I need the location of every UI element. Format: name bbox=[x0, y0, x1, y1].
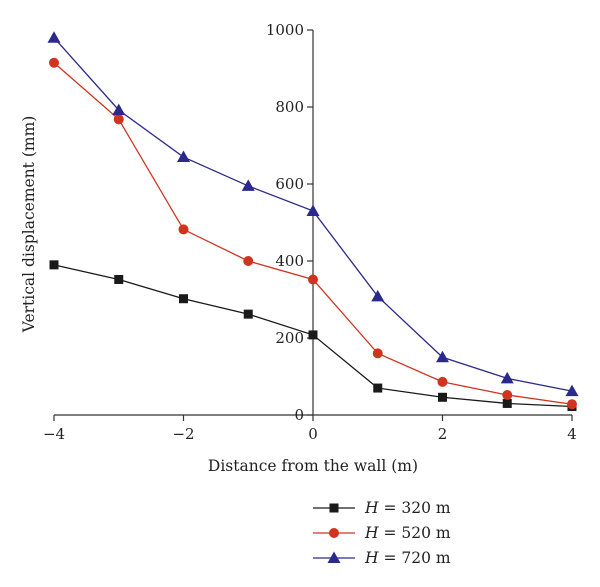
data-point-h520 bbox=[49, 57, 59, 68]
legend: H = 320 m H = 520 m H = 720 m bbox=[313, 499, 451, 567]
data-point-h520 bbox=[308, 274, 318, 285]
data-point-h520 bbox=[113, 114, 124, 125]
legend-marker bbox=[329, 503, 339, 513]
data-point-h520 bbox=[372, 348, 383, 359]
data-point-h720 bbox=[565, 384, 579, 397]
data-point-h520 bbox=[178, 224, 189, 235]
x-tick-label: 4 bbox=[567, 425, 577, 443]
data-point-h320 bbox=[438, 392, 447, 402]
data-point-h520 bbox=[502, 389, 513, 400]
y-tick-label: 200 bbox=[275, 329, 304, 347]
legend-label: H = 520 m bbox=[364, 524, 451, 542]
series-markers bbox=[47, 31, 579, 412]
y-ticks: 0 200 400 600 800 1000 bbox=[266, 21, 313, 424]
legend-item-h520: H = 520 m bbox=[313, 524, 451, 542]
y-axis-title: Vertical displacement (mm) bbox=[20, 116, 38, 334]
data-point-h720 bbox=[112, 103, 126, 116]
data-point-h720 bbox=[500, 371, 514, 384]
legend-label: H = 320 m bbox=[364, 499, 451, 517]
data-point-h320 bbox=[502, 398, 512, 408]
data-point-h720 bbox=[436, 350, 449, 363]
data-point-h320 bbox=[49, 260, 59, 270]
y-tick-label: 800 bbox=[275, 98, 304, 116]
y-tick-label: 400 bbox=[275, 252, 304, 270]
x-tick-label: 0 bbox=[308, 425, 318, 443]
legend-item-h720: H = 720 m bbox=[313, 549, 451, 567]
data-point-h720 bbox=[177, 150, 190, 163]
y-tick-label: 0 bbox=[294, 406, 304, 424]
data-point-h320 bbox=[179, 294, 188, 304]
data-point-h320 bbox=[308, 330, 318, 340]
axes bbox=[54, 30, 572, 416]
y-tick-label: 600 bbox=[275, 175, 304, 193]
data-point-h720 bbox=[47, 31, 61, 43]
data-point-h520 bbox=[567, 399, 577, 410]
x-tick-label: −2 bbox=[172, 425, 194, 443]
data-point-h320 bbox=[114, 274, 124, 284]
x-ticks: −4 −2 0 2 4 bbox=[43, 415, 577, 443]
data-point-h520 bbox=[243, 256, 254, 266]
x-axis-title: Distance from the wall (m) bbox=[208, 457, 418, 475]
x-tick-label: 2 bbox=[438, 425, 448, 443]
y-tick-label: 1000 bbox=[266, 21, 304, 39]
data-point-h720 bbox=[371, 289, 385, 302]
legend-label: H = 720 m bbox=[364, 549, 451, 567]
x-tick-label: −4 bbox=[43, 425, 65, 443]
legend-marker bbox=[329, 528, 339, 538]
data-point-h320 bbox=[243, 309, 253, 319]
legend-marker bbox=[327, 551, 341, 563]
data-point-h520 bbox=[437, 376, 448, 387]
data-point-h720 bbox=[306, 204, 320, 216]
legend-item-h320: H = 320 m bbox=[313, 499, 451, 517]
data-point-h320 bbox=[373, 383, 383, 393]
data-point-h720 bbox=[241, 179, 255, 191]
